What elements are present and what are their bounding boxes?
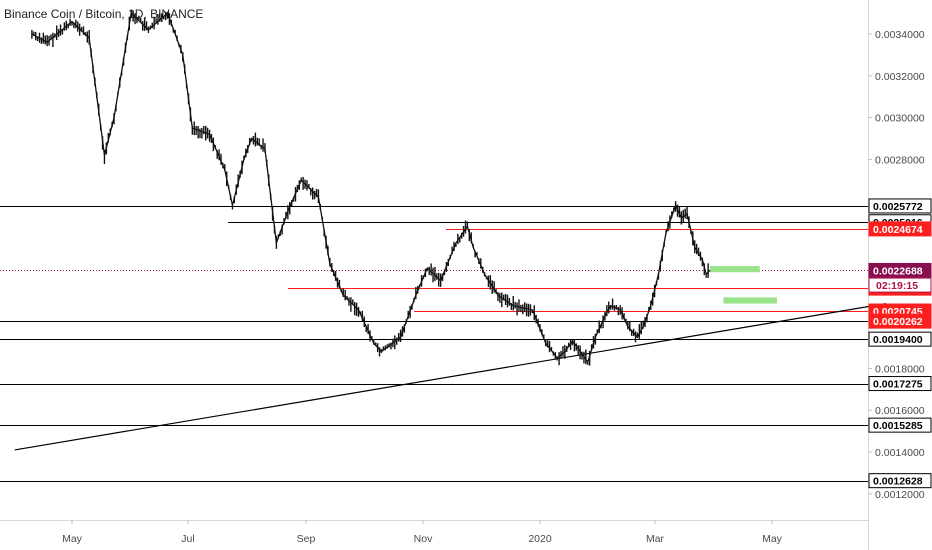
x-tick-label: May <box>62 533 83 545</box>
y-tick-label: 0.0014000 <box>875 447 925 459</box>
price-level-badge <box>868 376 932 392</box>
target-zone-box[interactable] <box>710 265 760 273</box>
price-level-badge <box>868 198 932 214</box>
price-level-badge-label: 0.0022688 <box>873 265 923 277</box>
price-level-badge <box>868 473 932 489</box>
countdown-badge <box>868 277 932 293</box>
price-level-badge <box>868 221 932 237</box>
price-level-badge-label: 0.0024674 <box>873 224 923 236</box>
price-level-badge-label: 0.0025772 <box>873 201 923 213</box>
y-tick-label: 0.0012000 <box>875 489 925 501</box>
countdown-badge-label: 02:19:15 <box>876 280 918 292</box>
price-level-badge-label: 0.0020262 <box>873 316 923 328</box>
price-series[interactable] <box>31 11 711 364</box>
trendline[interactable] <box>14 303 886 451</box>
x-tick-label: Nov <box>414 533 433 545</box>
price-level-badge <box>868 331 932 347</box>
y-tick-label: 0.0032000 <box>875 71 925 83</box>
y-tick-label: 0.0028000 <box>875 154 925 166</box>
price-level-badge <box>868 417 932 433</box>
y-tick-label: 0.0016000 <box>875 405 925 417</box>
y-tick-label: 0.0030000 <box>875 113 925 125</box>
x-tick-label: Jul <box>181 533 194 545</box>
price-level-badge-label: 0.0017275 <box>873 379 923 391</box>
y-tick-label: 0.0034000 <box>875 29 925 41</box>
target-zone-box[interactable] <box>723 297 777 304</box>
x-tick-label: Mar <box>646 533 665 545</box>
x-tick-label: 2020 <box>528 533 552 545</box>
y-tick-label: 0.0018000 <box>875 363 925 375</box>
price-level-badge-label: 0.0019400 <box>873 334 923 346</box>
x-tick-label: Sep <box>297 533 316 545</box>
x-tick-label: May <box>762 533 783 545</box>
price-level-badge <box>868 262 932 278</box>
price-level-badge-label: 0.0012628 <box>873 476 923 488</box>
price-level-badge-label: 0.0015285 <box>873 420 923 432</box>
price-level-badge <box>868 313 932 329</box>
